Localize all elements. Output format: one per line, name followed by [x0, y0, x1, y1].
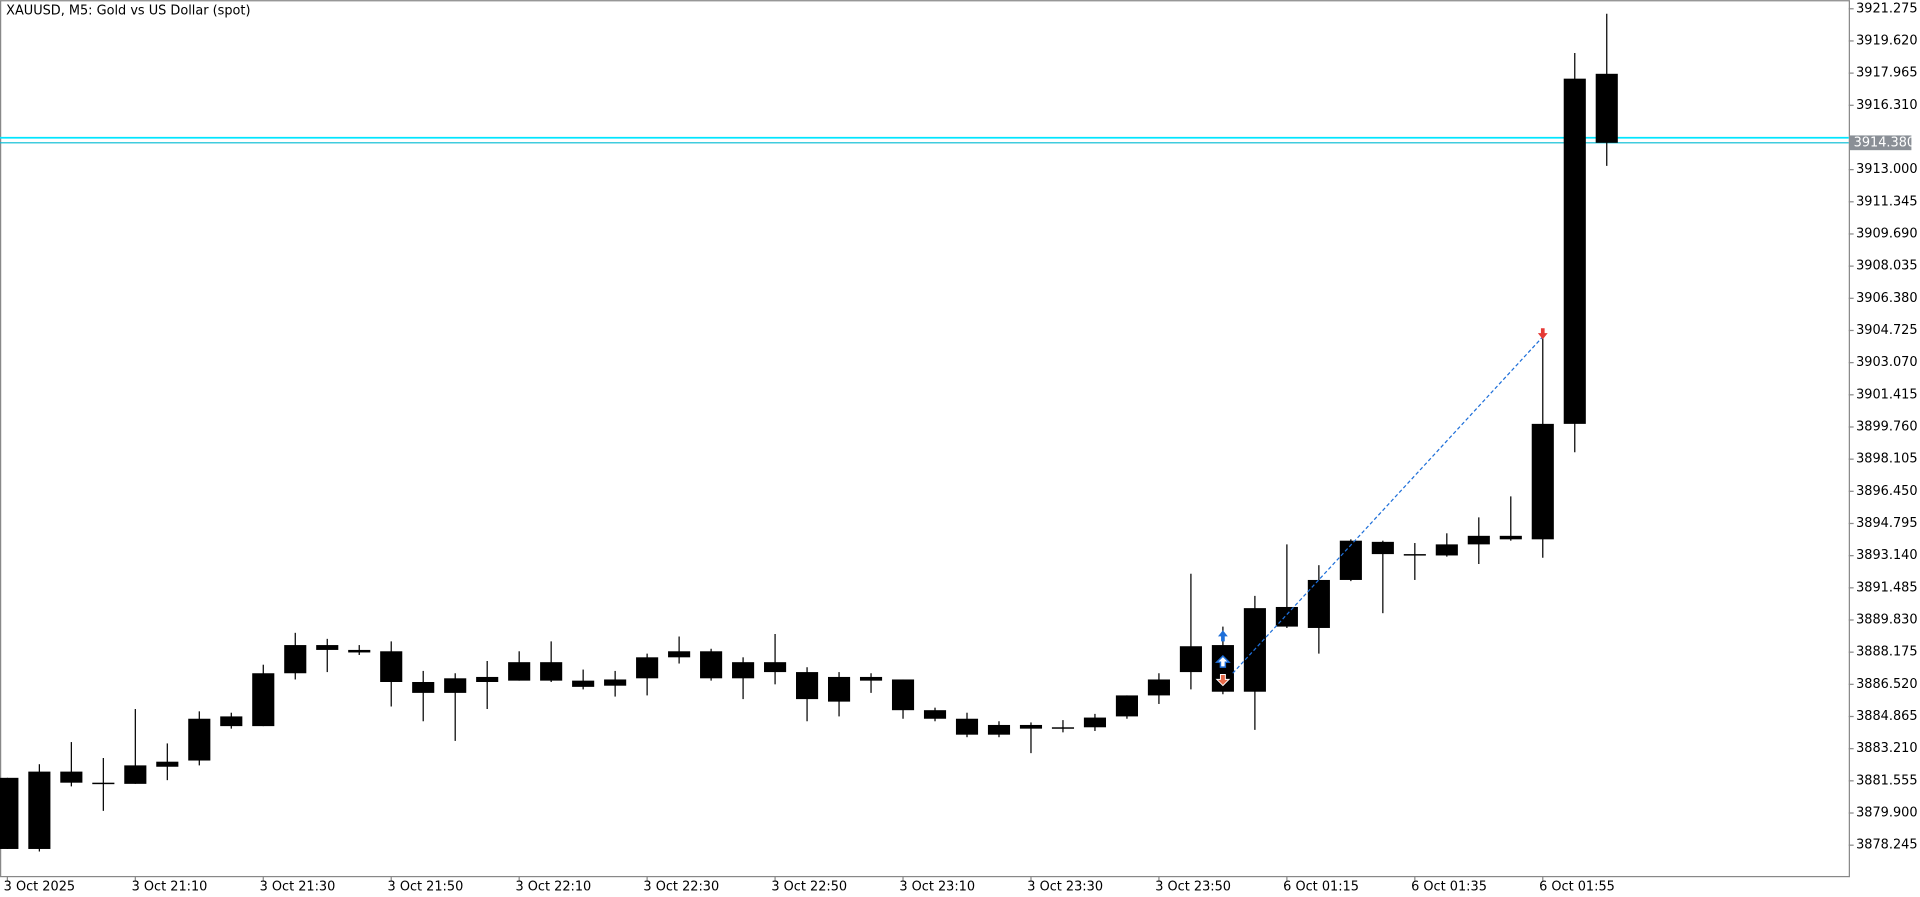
candle-body: [124, 765, 147, 784]
candle-body: [572, 680, 595, 687]
candle-body: [700, 651, 723, 679]
y-tick-label: 3921.275: [1856, 1, 1917, 16]
candle-body: [1403, 554, 1426, 556]
candle-body: [1179, 646, 1202, 673]
candle-body: [220, 716, 243, 727]
y-tick-label: 3906.380: [1856, 291, 1917, 306]
candle-body: [1531, 423, 1554, 540]
y-tick-label: 3911.345: [1856, 194, 1917, 209]
candle-body: [348, 649, 371, 653]
price-label-box: [1849, 135, 1912, 151]
candle-body: [732, 662, 755, 679]
candle-body: [1499, 535, 1522, 540]
y-tick-label: 3884.865: [1856, 709, 1917, 724]
y-tick-label: 3903.070: [1856, 355, 1917, 370]
y-tick-label: 3916.310: [1856, 98, 1917, 113]
x-tick-label: 3 Oct 21:50: [388, 880, 464, 895]
y-tick-label: 3919.620: [1856, 33, 1917, 48]
y-tick-label: 3899.760: [1856, 419, 1917, 434]
x-tick-label: 6 Oct 01:55: [1539, 880, 1615, 895]
y-tick-label: 3889.830: [1856, 612, 1917, 627]
candle-body: [1435, 544, 1458, 556]
candle-body: [604, 679, 627, 686]
y-tick-label: 3886.520: [1856, 677, 1917, 692]
candle-body: [316, 645, 339, 650]
candle-body: [284, 645, 307, 674]
y-tick-label: 3888.175: [1856, 645, 1917, 660]
candle-body: [508, 662, 531, 681]
y-tick-label: 3878.245: [1856, 838, 1917, 853]
candle-body: [636, 657, 659, 679]
x-tick-label: 3 Oct 21:30: [260, 880, 336, 895]
price-label: 3914.380: [1854, 135, 1915, 150]
trade-line: [1232, 336, 1544, 674]
x-tick-label: 3 Oct 22:30: [643, 880, 719, 895]
y-tick-label: 3891.485: [1856, 580, 1917, 595]
candle-body: [987, 724, 1011, 735]
y-tick-label: 3901.415: [1856, 387, 1917, 402]
candle-body: [891, 679, 915, 711]
y-tick-label: 3904.725: [1856, 323, 1917, 338]
candle-body: [827, 676, 851, 702]
candle-body: [668, 651, 691, 658]
x-tick-label: 6 Oct 01:15: [1283, 880, 1359, 895]
y-tick-label: 3879.900: [1856, 806, 1917, 821]
candle-body: [1147, 679, 1170, 696]
x-tick-label: 3 Oct 23:10: [899, 880, 975, 895]
candle-body: [796, 672, 819, 700]
y-tick-label: 3908.035: [1856, 259, 1917, 274]
candle-body: [1371, 541, 1394, 555]
candle-body: [923, 710, 947, 719]
buy-marker: [1214, 655, 1231, 668]
candle-body: [1083, 717, 1107, 728]
y-tick-label: 3883.210: [1856, 741, 1917, 756]
candle-body: [1051, 727, 1075, 729]
candle-body: [764, 662, 787, 673]
candle-body: [1563, 78, 1586, 424]
candle-body: [1467, 535, 1490, 545]
candle-body: [252, 673, 275, 727]
buy-arrow: [1217, 630, 1228, 642]
candle-body: [1115, 695, 1138, 717]
x-tick-label: 3 Oct 22:10: [515, 880, 591, 895]
candle-body: [1339, 540, 1362, 580]
x-tick-label: 3 Oct 21:10: [132, 880, 208, 895]
x-tick-label: 6 Oct 01:35: [1411, 880, 1487, 895]
candle-body: [380, 651, 403, 682]
candle-body: [1595, 73, 1618, 143]
candle-body: [476, 676, 499, 682]
candle-body: [1275, 606, 1298, 627]
candle-body: [412, 681, 435, 693]
y-tick-label: 3894.795: [1856, 516, 1917, 531]
sell-arrow: [1537, 328, 1548, 340]
x-tick-label: 3 Oct 22:50: [771, 880, 847, 895]
candle-body: [188, 718, 211, 761]
candle-body: [444, 678, 467, 693]
candle-body: [60, 771, 83, 783]
candle-body: [859, 676, 883, 681]
y-tick-label: 3913.000: [1856, 162, 1917, 177]
y-tick-label: 3896.450: [1856, 484, 1917, 499]
chart-title: XAUUSD, M5: Gold vs US Dollar (spot): [6, 4, 250, 19]
x-tick-label: 3 Oct 23:50: [1155, 880, 1231, 895]
y-tick-label: 3893.140: [1856, 548, 1917, 563]
candle-body: [0, 777, 19, 849]
y-tick-label: 3917.965: [1856, 66, 1917, 81]
candle-body: [156, 761, 179, 767]
y-tick-label: 3881.555: [1856, 773, 1917, 788]
x-tick-label: 3 Oct 23:30: [1027, 880, 1103, 895]
y-tick-label: 3909.690: [1856, 226, 1917, 241]
x-tick-label: 3 Oct 2025: [4, 880, 75, 895]
candle-body: [955, 718, 979, 735]
candle-body: [92, 782, 115, 785]
y-tick-label: 3898.105: [1856, 452, 1917, 467]
candle-body: [540, 662, 563, 681]
candle-body: [1019, 724, 1043, 729]
sell-marker: [1215, 673, 1231, 687]
candle-body: [1307, 579, 1330, 628]
candle-body: [28, 771, 51, 849]
